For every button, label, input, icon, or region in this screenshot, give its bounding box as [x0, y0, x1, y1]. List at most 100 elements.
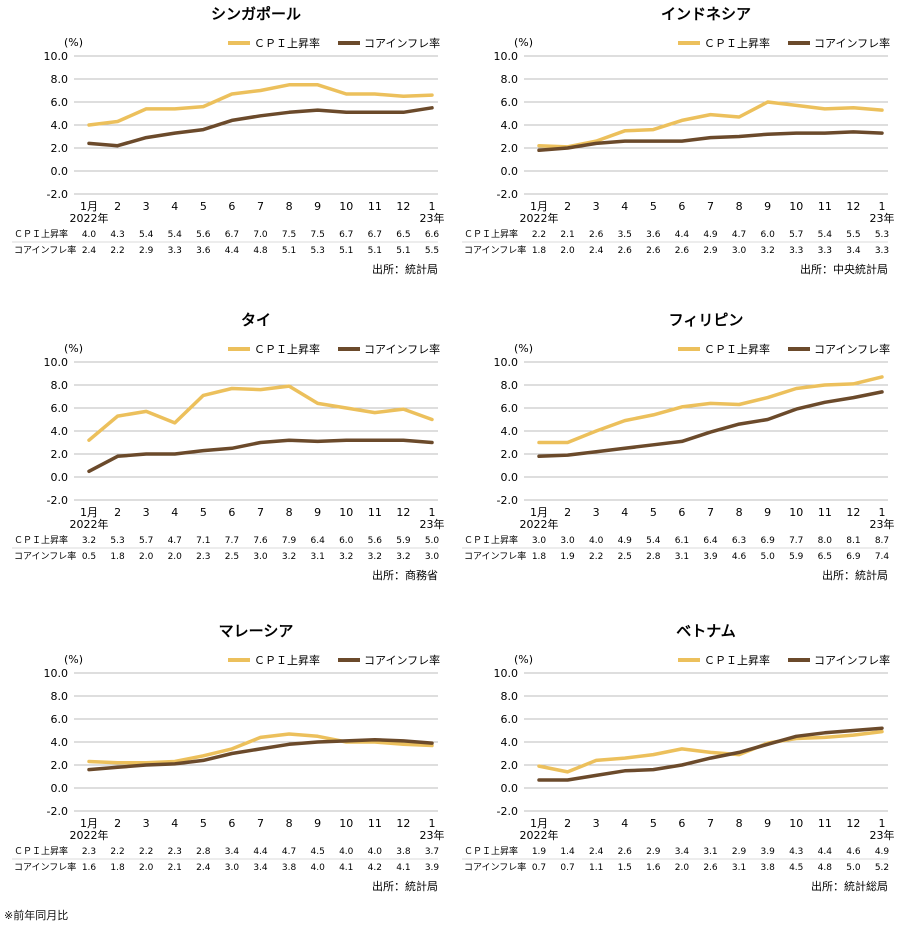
table-cell-cpi: 7.0 [253, 230, 268, 240]
table-cell-core: 6.5 [818, 552, 832, 562]
chart-title: シンガポール [211, 5, 301, 23]
table-cell-cpi: 4.0 [589, 536, 604, 546]
y-tick-label: 6.0 [51, 96, 69, 109]
table-cell-cpi: 4.7 [732, 230, 746, 240]
table-cell-core: 3.2 [282, 552, 296, 562]
table-cell-cpi: 6.3 [732, 536, 746, 546]
table-cell-core: 1.9 [560, 552, 575, 562]
table-cell-cpi: 4.9 [875, 847, 890, 857]
table-cell-cpi: 5.4 [168, 230, 183, 240]
table-cell-cpi: 5.5 [846, 230, 860, 240]
table-cell-core: 5.2 [875, 863, 889, 873]
y-tick-label: 4.0 [51, 425, 69, 438]
y-tick-label: 10.0 [494, 50, 519, 63]
x-tick-label: 1月 [80, 200, 98, 213]
table-cell-core: 5.3 [311, 246, 325, 256]
chart-panel: タイ(%) ＣＰＩ上昇率 コアインフレ率10.08.06.04.02.00.0-2.… [12, 311, 445, 582]
x-tick-label: 11 [818, 817, 832, 830]
table-cell-cpi: 2.2 [139, 847, 153, 857]
table-cell-cpi: 7.5 [311, 230, 325, 240]
y-tick-label: 0.0 [51, 471, 69, 484]
table-cell-cpi: 4.3 [110, 230, 124, 240]
table-cell-core: 3.2 [368, 552, 382, 562]
y-tick-label: 4.0 [501, 119, 519, 132]
table-cell-cpi: 7.7 [789, 536, 803, 546]
legend-label-cpi: ＣＰＩ上昇率 [704, 653, 770, 667]
table-cell-core: 3.6 [196, 246, 211, 256]
legend-label-cpi: ＣＰＩ上昇率 [254, 36, 320, 50]
y-tick-label: 8.0 [501, 73, 519, 86]
x-tick-label: 6 [228, 200, 235, 213]
x-tick-label: 9 [764, 200, 771, 213]
x-tick-label: 7 [707, 200, 714, 213]
table-cell-core: 1.6 [646, 863, 661, 873]
x-tick-label: 1月 [80, 506, 98, 519]
y-tick-label: 10.0 [44, 667, 69, 680]
table-cell-cpi: 4.5 [311, 847, 325, 857]
table-cell-cpi: 4.3 [789, 847, 803, 857]
table-cell-cpi: 2.9 [646, 847, 661, 857]
table-cell-core: 4.5 [789, 863, 803, 873]
table-cell-cpi: 5.0 [425, 536, 440, 546]
source-label: 出所：統計局 [372, 879, 438, 893]
x-tick-label: 6 [678, 200, 685, 213]
y-unit-label: (%) [64, 342, 83, 355]
table-cell-core: 2.2 [110, 246, 124, 256]
y-tick-label: -2.0 [497, 494, 518, 507]
legend-label-cpi: ＣＰＩ上昇率 [704, 342, 770, 356]
table-cell-cpi: 5.6 [196, 230, 211, 240]
table-cell-cpi: 4.6 [846, 847, 861, 857]
x-tick-label: 5 [650, 506, 657, 519]
table-cell-core: 2.6 [646, 246, 661, 256]
source-label: 出所：中央統計局 [800, 262, 888, 276]
x-tick-label: 10 [789, 506, 803, 519]
table-cell-cpi: 5.7 [139, 536, 153, 546]
series-line-cpi [537, 729, 884, 774]
x-tick-label: 6 [678, 817, 685, 830]
x-tick-label: 5 [650, 817, 657, 830]
x-tick-label: 2 [564, 506, 571, 519]
table-cell-core: 2.2 [589, 552, 603, 562]
table-cell-core: 2.1 [168, 863, 182, 873]
y-tick-label: -2.0 [497, 188, 518, 201]
table-cell-cpi: 7.5 [282, 230, 296, 240]
x-tick-label: 8 [736, 817, 743, 830]
x-year-start: 2022年 [520, 517, 559, 531]
table-cell-core: 3.3 [875, 246, 889, 256]
table-cell-cpi: 5.4 [139, 230, 154, 240]
y-tick-label: 2.0 [51, 448, 69, 461]
chart-title: フィリピン [669, 311, 744, 329]
y-unit-label: (%) [514, 36, 533, 49]
table-cell-cpi: 7.7 [225, 536, 239, 546]
x-tick-label: 9 [764, 817, 771, 830]
table-cell-core: 4.8 [818, 863, 833, 873]
table-cell-cpi: 5.7 [789, 230, 803, 240]
x-tick-label: 1 [879, 506, 886, 519]
table-cell-core: 2.4 [196, 863, 211, 873]
table-cell-cpi: 7.1 [196, 536, 210, 546]
x-tick-label: 8 [286, 817, 293, 830]
table-cell-cpi: 5.4 [646, 536, 661, 546]
y-tick-label: 2.0 [51, 142, 69, 155]
x-tick-label: 1 [879, 200, 886, 213]
x-tick-label: 3 [593, 817, 600, 830]
y-unit-label: (%) [514, 342, 533, 355]
table-cell-core: 3.2 [761, 246, 775, 256]
y-tick-label: 6.0 [501, 713, 519, 726]
x-year-end: 23年 [870, 828, 895, 842]
table-cell-core: 3.0 [253, 552, 268, 562]
table-cell-cpi: 3.8 [396, 847, 411, 857]
table-cell-core: 5.0 [761, 552, 776, 562]
x-tick-label: 5 [200, 506, 207, 519]
chart-title: タイ [241, 311, 271, 329]
table-cell-core: 1.1 [589, 863, 603, 873]
table-cell-cpi: 2.4 [589, 847, 604, 857]
table-cell-cpi: 6.6 [425, 230, 440, 240]
table-cell-cpi: 6.0 [761, 230, 776, 240]
x-tick-label: 6 [228, 817, 235, 830]
x-year-start: 2022年 [70, 517, 109, 531]
table-cell-core: 3.3 [168, 246, 182, 256]
x-tick-label: 12 [396, 200, 410, 213]
table-row-label-cpi: ＣＰＩ上昇率 [464, 845, 518, 857]
table-cell-cpi: 6.5 [396, 230, 410, 240]
